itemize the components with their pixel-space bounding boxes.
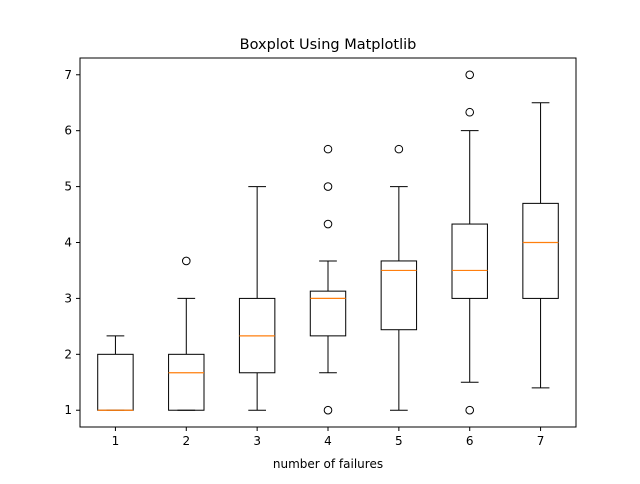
flier-point [181,256,191,266]
box-group-6 [451,70,488,415]
flier-point [465,107,475,117]
x-tick-label: 3 [253,434,261,448]
y-tick-label: 3 [64,291,72,305]
x-tick-label: 1 [112,434,120,448]
y-tick-label: 2 [64,347,72,361]
flier-point [465,405,475,415]
y-tick-label: 1 [64,403,72,417]
box [309,290,347,337]
x-tick-label: 2 [182,434,190,448]
box [451,223,488,299]
box-group-7 [522,102,559,389]
box [380,260,418,331]
box-group-1 [97,335,134,411]
box-group-5 [380,144,418,411]
y-tick-label: 5 [64,180,72,194]
flier-point [323,219,333,229]
box [97,353,134,411]
box [168,353,205,411]
x-tick-label: 5 [395,434,403,448]
flier-point [465,70,475,80]
box-group-2 [168,256,205,411]
box-group-3 [238,186,276,411]
chart-title: Boxplot Using Matplotlib [240,37,417,53]
x-tick-label: 7 [537,434,545,448]
flier-point [394,144,404,154]
y-tick-label: 6 [64,124,72,138]
x-axis-label: number of failures [273,457,383,471]
axes-layer: 1 2 3 4 5 6 7 1 2 3 4 5 6 7 [64,68,544,448]
y-tick-label: 7 [64,68,72,82]
flier-point [323,182,333,191]
flier-point [323,144,333,154]
box [522,202,559,299]
y-tick-label: 4 [64,236,72,250]
x-tick-label: 4 [324,434,332,448]
boxes-layer [97,70,559,415]
box-group-4 [309,144,347,415]
flier-point [323,405,333,415]
x-tick-label: 6 [466,434,474,448]
